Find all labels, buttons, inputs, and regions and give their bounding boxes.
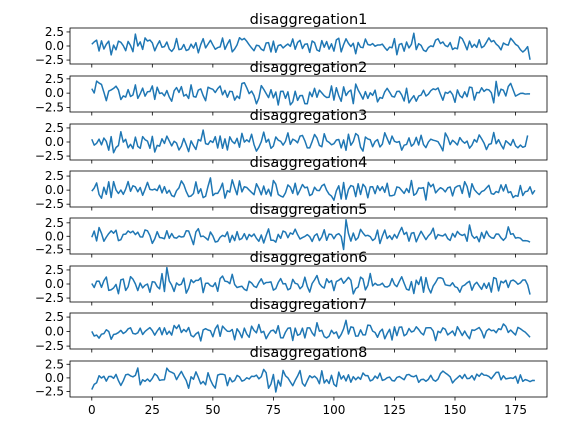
- y-tick-label: 0.0: [45, 135, 64, 149]
- axes-frame-2: [69, 75, 548, 113]
- subplot-3: 2.50.0−2.5 disaggregation3: [35, 108, 548, 164]
- subplot-5: 2.50.0−2.5 disaggregation5: [35, 202, 548, 258]
- x-tick-label: 0: [88, 403, 96, 417]
- series-line-1: [91, 32, 531, 60]
- x-tick-label: 75: [266, 403, 281, 417]
- y-tick-label: 2.5: [45, 357, 64, 371]
- x-tick-label: 100: [322, 403, 345, 417]
- y-tick-label: 2.5: [45, 216, 64, 230]
- subplot-1: 2.50.0−2.5 disaggregation1: [35, 12, 548, 68]
- y-tick-label: −2.5: [35, 291, 64, 305]
- series-line-5: [91, 219, 531, 251]
- y-tick-label: 0.0: [45, 183, 64, 197]
- y-tick-label: 0.0: [45, 39, 64, 53]
- axes-frame-7: [69, 312, 548, 350]
- y-tick-label: −2.5: [35, 149, 64, 163]
- subplot-title: disaggregation8: [250, 345, 368, 361]
- x-tick-label: 175: [504, 403, 527, 417]
- series-line-7: [91, 319, 531, 342]
- subplot-title: disaggregation4: [250, 155, 368, 171]
- x-tick-label: 25: [145, 403, 160, 417]
- subplot-2: 2.50.0−2.5 disaggregation2: [35, 60, 548, 116]
- y-tick-label: 0.0: [45, 371, 64, 385]
- y-tick-label: −2.5: [35, 385, 64, 399]
- axes-frame-4: [69, 170, 548, 208]
- x-tick-label: 125: [383, 403, 406, 417]
- subplot-title: disaggregation3: [250, 108, 368, 124]
- x-tick-label: 150: [444, 403, 467, 417]
- y-tick-label: −2.5: [35, 100, 64, 114]
- y-tick-label: 2.5: [45, 121, 64, 135]
- y-tick-label: 0.0: [45, 229, 64, 243]
- subplot-title: disaggregation1: [250, 12, 368, 28]
- y-tick-label: 2.5: [45, 25, 64, 39]
- subplot-7: 2.50.0−2.5 disaggregation7: [35, 297, 548, 353]
- series-line-3: [91, 129, 529, 154]
- y-tick-label: 2.5: [45, 72, 64, 86]
- subplot-title: disaggregation6: [250, 250, 368, 266]
- subplot-4: 2.50.0−2.5 disaggregation4: [35, 155, 548, 211]
- subplot-title: disaggregation5: [250, 202, 368, 218]
- series-line-6: [91, 266, 531, 295]
- y-tick-label: −2.5: [35, 197, 64, 211]
- y-tick-label: −2.5: [35, 53, 64, 67]
- subplot-6: 2.50.0−2.5 disaggregation6: [35, 250, 548, 306]
- y-tick-label: −2.5: [35, 339, 64, 353]
- y-tick-label: 2.5: [45, 310, 64, 324]
- subplot-8: 2.50.0−2.5 0 25 50 75 100 125 150 175 disaggregat…: [35, 345, 548, 417]
- y-tick-label: 0.0: [45, 325, 64, 339]
- subplot-stack: 2.50.0−2.5disaggregation12.50.0−2.5disag…: [35, 12, 548, 417]
- series-line-2: [91, 80, 531, 106]
- y-tick-label: 2.5: [45, 169, 64, 183]
- axes-frame-8: [69, 360, 548, 398]
- series-line-4: [91, 177, 536, 201]
- subplot-title: disaggregation7: [250, 297, 368, 313]
- y-tick-label: 0.0: [45, 86, 64, 100]
- series-line-8: [91, 367, 535, 393]
- x-tick-label: 50: [205, 403, 220, 417]
- y-tick-label: −2.5: [35, 243, 64, 257]
- y-tick-label: 2.5: [45, 263, 64, 277]
- y-tick-label: 0.0: [45, 277, 64, 291]
- subplot-title: disaggregation2: [250, 60, 368, 76]
